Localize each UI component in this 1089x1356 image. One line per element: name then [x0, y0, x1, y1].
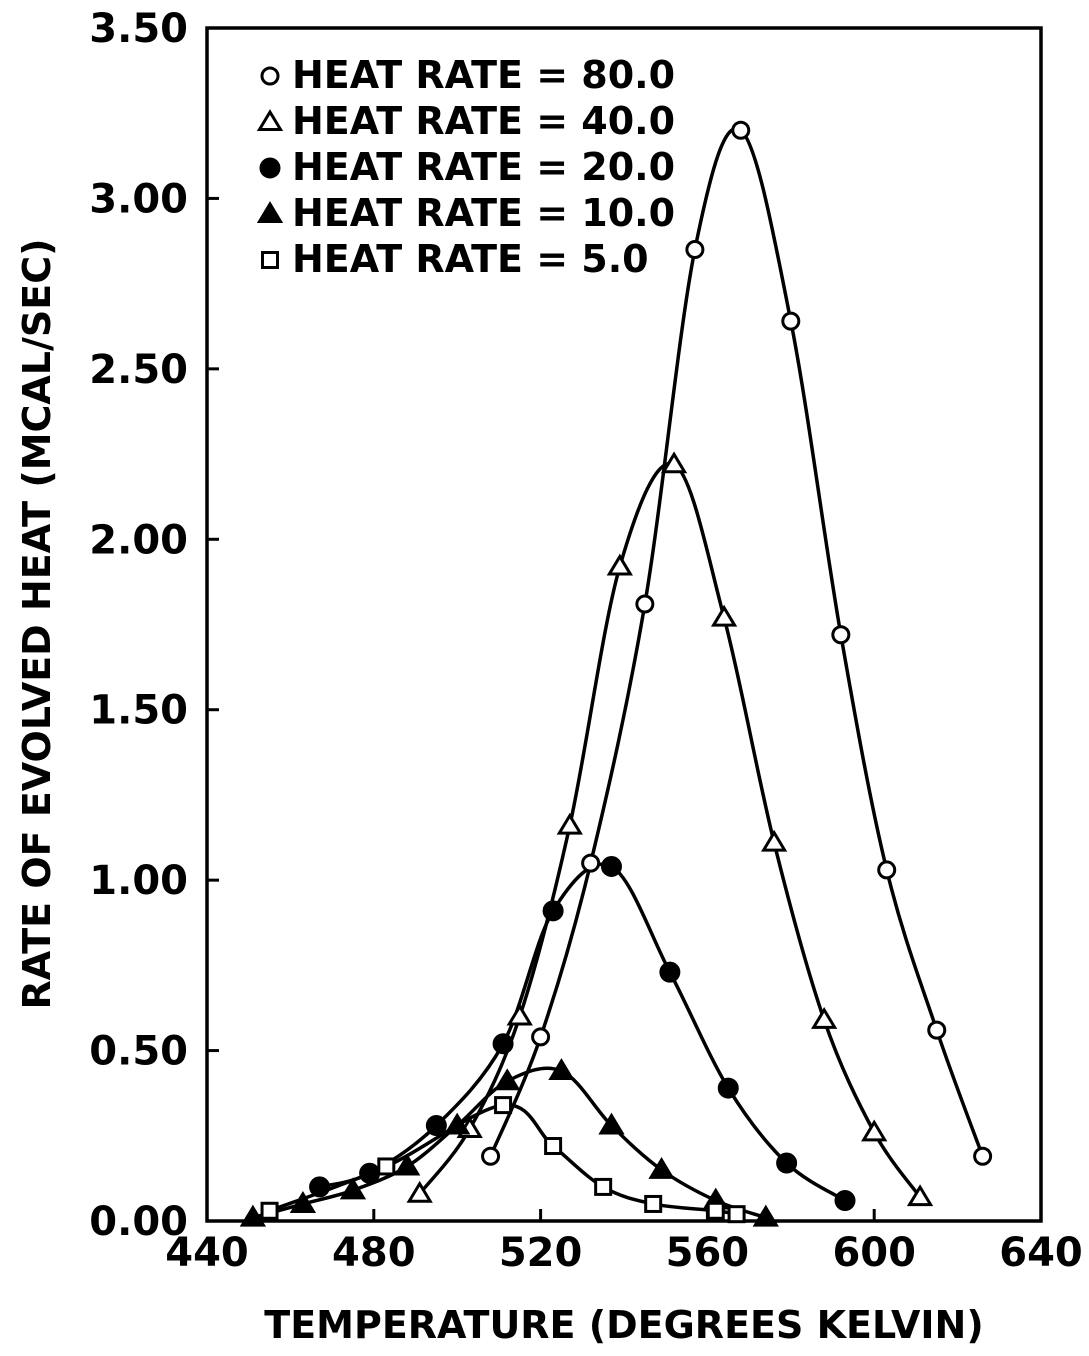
legend-marker-3 [256, 201, 284, 223]
legend-marker-1 [256, 109, 284, 131]
series-line-4 [268, 1103, 737, 1216]
y-tick-label: 1.00 [89, 858, 188, 904]
data-point-2 [776, 1152, 798, 1174]
x-tick-label: 640 [999, 1230, 1083, 1276]
plot-frame [205, 26, 1043, 1223]
x-axis-ticks: 440 480 520 560 600 640 [165, 1209, 1083, 1276]
series-line-2 [319, 862, 846, 1203]
y-tick-label: 3.00 [89, 176, 188, 222]
y-tick-label: 2.50 [89, 347, 188, 393]
x-axis-title: TEMPERATURE (DEGREES KELVIN) [264, 1303, 983, 1347]
y-axis-ticks: 0.00 0.50 1.00 1.50 2.00 2.50 3.00 3.50 [89, 6, 219, 1245]
data-point-3 [494, 1068, 521, 1091]
data-point-4 [644, 1194, 663, 1213]
series-markers [239, 120, 993, 1227]
series-line-0 [488, 126, 985, 1157]
y-tick-label: 0.00 [89, 1199, 188, 1245]
data-point-1 [506, 1003, 533, 1026]
legend-marker-0 [260, 66, 280, 86]
data-point-0 [973, 1146, 993, 1166]
data-point-1 [811, 1006, 838, 1029]
y-tick-label: 3.50 [89, 6, 188, 52]
data-point-2 [542, 900, 564, 922]
y-tick-label: 1.50 [89, 688, 188, 734]
x-tick-label: 520 [499, 1230, 583, 1276]
data-point-1 [861, 1119, 888, 1142]
x-tick-label: 480 [332, 1230, 416, 1276]
data-point-2 [492, 1033, 514, 1055]
data-point-0 [927, 1020, 947, 1040]
data-point-4 [594, 1177, 613, 1196]
data-point-2 [834, 1190, 856, 1212]
data-point-1 [710, 604, 738, 627]
data-point-2 [309, 1176, 331, 1198]
x-tick-label: 560 [666, 1230, 750, 1276]
data-point-0 [781, 311, 801, 331]
data-point-3 [752, 1204, 779, 1227]
data-point-3 [548, 1058, 575, 1081]
data-point-0 [481, 1146, 501, 1166]
data-point-0 [685, 240, 705, 260]
data-point-1 [406, 1180, 433, 1203]
legend-label-4: HEAT RATE = 5.0 [292, 237, 649, 281]
data-point-1 [606, 553, 633, 576]
data-point-0 [635, 594, 655, 614]
data-point-3 [598, 1112, 625, 1135]
series-line-3 [252, 1066, 767, 1220]
data-point-4 [260, 1201, 279, 1220]
x-tick-label: 440 [165, 1230, 249, 1276]
legend-label-1: HEAT RATE = 40.0 [292, 99, 675, 143]
data-point-2 [600, 856, 622, 878]
data-point-3 [394, 1153, 421, 1176]
data-point-2 [659, 961, 681, 983]
data-point-4 [706, 1201, 725, 1220]
data-point-1 [660, 451, 688, 474]
data-point-0 [831, 625, 851, 645]
data-point-4 [494, 1096, 513, 1115]
data-point-4 [377, 1157, 396, 1176]
data-point-0 [731, 120, 751, 140]
data-point-4 [727, 1205, 746, 1224]
series-line-1 [418, 461, 922, 1199]
data-point-3 [444, 1112, 471, 1135]
data-point-3 [648, 1156, 675, 1179]
data-point-3 [339, 1177, 367, 1200]
data-point-2 [717, 1077, 739, 1099]
y-axis-title: RATE OF EVOLVED HEAT (MCAL/SEC) [15, 239, 59, 1010]
legend-marker-2 [259, 157, 281, 179]
data-point-1 [906, 1184, 934, 1207]
series-curves [252, 126, 985, 1220]
data-point-0 [877, 860, 897, 880]
data-point-2 [425, 1115, 447, 1137]
y-tick-label: 0.50 [89, 1029, 188, 1075]
data-point-1 [556, 812, 583, 835]
x-tick-label: 600 [832, 1230, 916, 1276]
data-point-0 [581, 853, 601, 873]
data-point-0 [531, 1027, 551, 1047]
data-point-3 [289, 1191, 317, 1213]
data-point-3 [239, 1204, 267, 1227]
legend-label-2: HEAT RATE = 20.0 [292, 145, 675, 189]
legend-label-0: HEAT RATE = 80.0 [292, 53, 675, 97]
data-point-2 [359, 1162, 381, 1184]
legend-marker-4 [261, 251, 279, 269]
data-point-4 [544, 1137, 563, 1156]
y-tick-label: 2.00 [89, 517, 188, 563]
legend-label-3: HEAT RATE = 10.0 [292, 191, 675, 235]
data-point-1 [760, 829, 788, 852]
